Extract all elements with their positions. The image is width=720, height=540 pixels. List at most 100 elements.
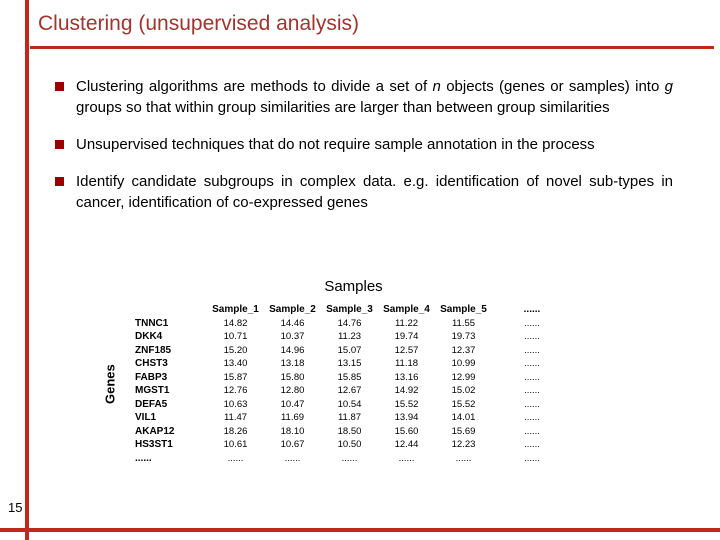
expression-value: 10.61: [223, 439, 248, 450]
expression-value: 10.67: [280, 439, 305, 450]
expression-value: 15.02: [451, 385, 476, 396]
expression-value: ......: [524, 317, 540, 329]
expression-value: 11.23: [337, 331, 362, 342]
table-row: AKAP12 18.26 18.10 18.50 15.60 15.69......: [135, 425, 572, 439]
expression-value: ......: [524, 425, 540, 437]
table-row: MGST1 12.76 12.80 12.67 14.92 15.02......: [135, 384, 572, 398]
expression-value: ......: [524, 385, 540, 396]
expression-value: 19.73: [451, 331, 476, 342]
table-row: DEFA5 10.63 10.47 10.54 15.52 15.52......: [135, 398, 572, 412]
expression-value: 10.99: [451, 358, 476, 369]
expression-table: Sample_1 Sample_2 Sample_3 Sample_4 Sample_5…: [135, 303, 572, 465]
slide-title: Clustering (unsupervised analysis): [38, 12, 359, 35]
expression-value: 10.71: [223, 331, 248, 342]
expression-value: 12.23: [451, 439, 476, 450]
bullet-item: Clustering algorithms are methods to div…: [55, 76, 673, 118]
expression-value: ......: [524, 398, 540, 410]
left-accent-bar: [25, 0, 29, 540]
expression-value: 12.76: [223, 385, 248, 396]
gene-label: TNNC1: [135, 317, 169, 329]
bullet-item: Identify candidate subgroups in complex …: [55, 171, 673, 213]
column-header: Sample_1: [212, 304, 259, 315]
expression-value: 15.52: [451, 398, 476, 410]
bullet-square-icon: [55, 140, 64, 149]
table-row: FABP3 15.87 15.80 15.85 13.16 12.99......: [135, 371, 572, 385]
expression-value: 12.37: [451, 344, 476, 356]
bullet-list: Clustering algorithms are methods to div…: [55, 76, 673, 229]
expression-value: 15.85: [337, 371, 362, 383]
expression-value: 12.57: [394, 344, 419, 356]
table-row: DKK4 10.71 10.37 11.23 19.74 19.73......: [135, 330, 572, 344]
expression-value: 15.80: [280, 371, 305, 383]
table-row: ZNF185 15.20 14.96 15.07 12.57 12.37......: [135, 344, 572, 358]
expression-value: 13.18: [280, 358, 305, 369]
y-axis-label: Genes: [102, 364, 118, 404]
table-corner-cell: [135, 303, 207, 317]
expression-value: 11.55: [451, 317, 476, 329]
expression-value: 15.87: [223, 371, 248, 383]
expression-value: 18.10: [280, 425, 305, 437]
expression-value: ......: [227, 452, 244, 464]
table-with-axis: Genes Sample_1 Sample_2 Sample_3 Sample_4 Sa…: [85, 303, 585, 465]
gene-label: ......: [135, 452, 152, 464]
expression-value: 15.52: [394, 398, 419, 410]
expression-value: 15.07: [337, 344, 362, 356]
expression-value: 15.20: [223, 344, 248, 356]
expression-value: ......: [524, 439, 540, 450]
expression-value: ......: [524, 452, 540, 464]
table-row: TNNC1 14.82 14.46 14.76 11.22 11.55......: [135, 317, 572, 331]
expression-value: 18.26: [223, 425, 248, 437]
column-header: Sample_2: [269, 304, 316, 315]
expression-value: 11.87: [337, 412, 362, 423]
title-divider: [30, 46, 714, 49]
expression-value: 11.18: [394, 358, 419, 369]
expression-value: 14.82: [223, 317, 248, 329]
gene-label: MGST1: [135, 385, 170, 396]
expression-value: 13.94: [394, 412, 419, 423]
expression-value: 10.37: [280, 331, 305, 342]
expression-value: 15.69: [451, 425, 476, 437]
table-caption: Samples: [324, 278, 383, 295]
page-number: 15: [8, 500, 23, 515]
expression-value: 10.50: [337, 439, 362, 450]
gene-label: DEFA5: [135, 398, 168, 410]
expression-value: 11.69: [280, 412, 305, 423]
bullet-square-icon: [55, 82, 64, 91]
bullet-item: Unsupervised techniques that do not requ…: [55, 134, 673, 155]
bullet-text: Clustering algorithms are methods to div…: [76, 78, 673, 116]
gene-label: DKK4: [135, 331, 163, 342]
bullet-text: Identify candidate subgroups in complex …: [76, 173, 673, 211]
expression-value: ......: [524, 412, 540, 423]
expression-value: 14.46: [280, 317, 305, 329]
expression-value: 12.67: [337, 385, 362, 396]
expression-value: 15.60: [394, 425, 419, 437]
column-header: Sample_5: [440, 304, 487, 315]
expression-value: 12.80: [280, 385, 305, 396]
bullet-square-icon: [55, 177, 64, 186]
gene-label: HS3ST1: [135, 439, 173, 450]
expression-value: 12.44: [394, 439, 419, 450]
expression-value: 13.16: [394, 371, 419, 383]
expression-value: ......: [524, 358, 540, 369]
expression-value: 11.22: [394, 317, 419, 329]
expression-value: 14.76: [337, 317, 362, 329]
expression-value: 10.63: [223, 398, 248, 410]
bullet-text: Unsupervised techniques that do not requ…: [76, 136, 595, 153]
data-table-section: Samples Genes Sample_1 Sample_2 Sample_3 Sa…: [85, 278, 585, 465]
expression-value: 14.01: [451, 412, 476, 423]
gene-label: FABP3: [135, 371, 168, 383]
gene-label: AKAP12: [135, 425, 175, 437]
expression-value: ......: [398, 452, 415, 464]
expression-value: 10.54: [337, 398, 362, 410]
expression-value: 12.99: [451, 371, 476, 383]
expression-value: ......: [524, 331, 540, 342]
table-row: CHST3 13.40 13.18 13.15 11.18 10.99......: [135, 357, 572, 371]
expression-value: ......: [524, 371, 540, 383]
expression-value: ......: [284, 452, 301, 464]
column-header: ......: [523, 304, 541, 315]
expression-value: 19.74: [394, 331, 419, 342]
gene-label: CHST3: [135, 358, 168, 369]
column-header: Sample_4: [383, 304, 430, 315]
table-row: ........................................…: [135, 452, 572, 466]
expression-value: 14.96: [280, 344, 305, 356]
